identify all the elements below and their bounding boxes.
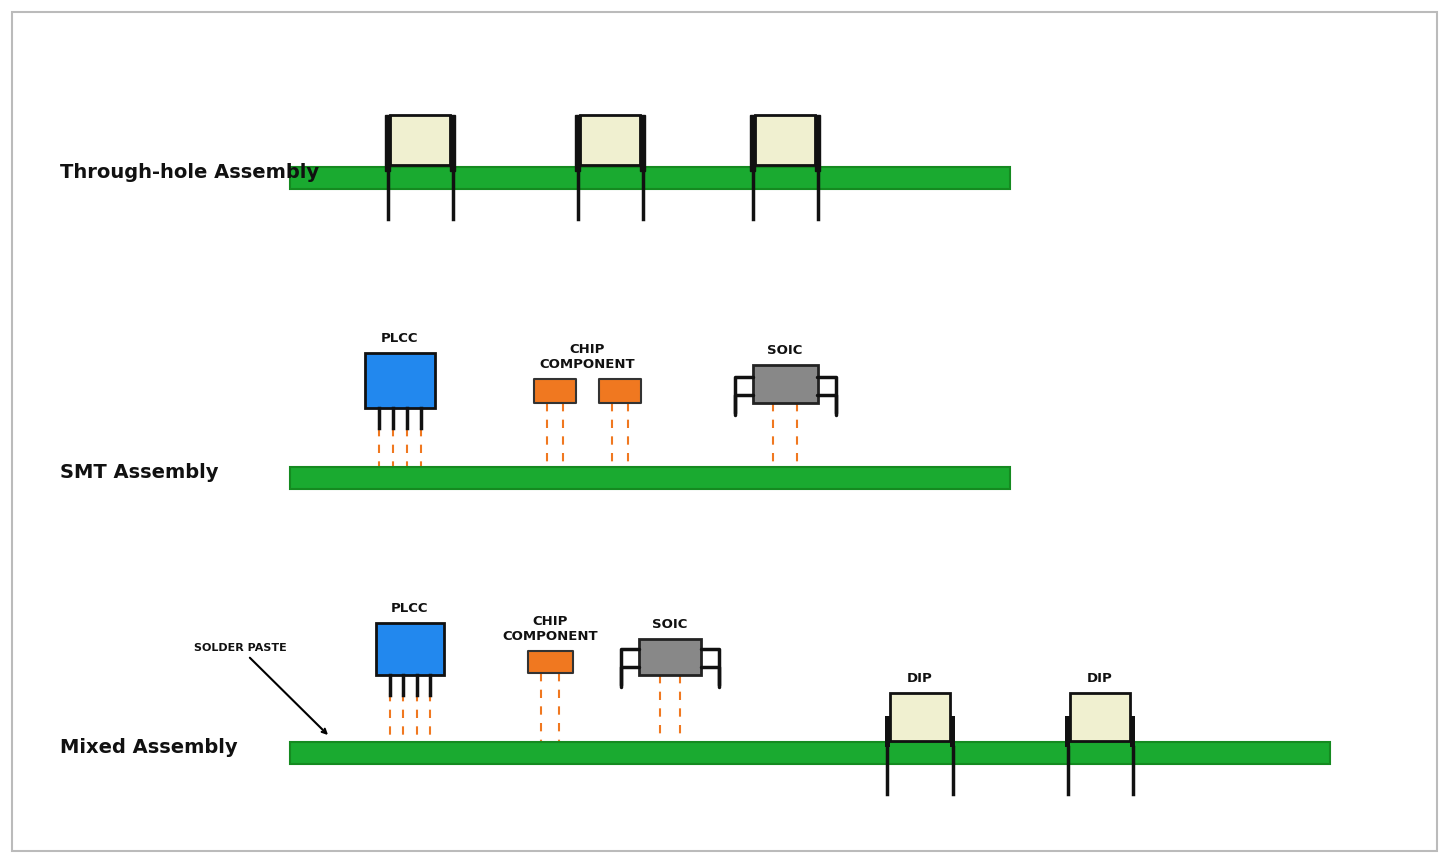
Bar [390,115,451,165]
Text: PLCC: PLCC [391,602,429,615]
Bar [527,651,572,673]
Bar [598,379,640,403]
Bar [951,715,955,747]
Text: SOIC: SOIC [652,618,688,631]
Bar [885,715,890,747]
Bar [290,467,1010,489]
Text: CHIP
COMPONENT: CHIP COMPONENT [503,615,598,643]
Bar [755,115,814,165]
Bar [752,365,817,403]
Bar [1065,715,1069,747]
Bar [1069,693,1130,741]
Bar [575,115,580,171]
Text: PLCC: PLCC [381,332,419,345]
Bar [751,115,755,171]
Bar [814,115,820,171]
Bar [365,353,435,408]
Bar [451,115,455,171]
Text: SMT Assembly: SMT Assembly [59,463,219,482]
Bar [640,115,645,171]
Text: CHIP
COMPONENT: CHIP COMPONENT [539,343,635,371]
Bar [580,115,640,165]
Text: DIP: DIP [1087,672,1113,685]
Text: Through-hole Assembly: Through-hole Assembly [59,162,319,181]
Text: SOLDER PASTE: SOLDER PASTE [194,643,326,734]
Bar [290,742,1330,764]
Bar [639,639,701,675]
Text: SOIC: SOIC [768,344,803,357]
Bar [890,693,951,741]
Bar [375,623,443,675]
Bar [535,379,577,403]
Bar [290,167,1010,189]
Text: Mixed Assembly: Mixed Assembly [59,738,238,757]
Text: DIP: DIP [907,672,933,685]
Bar [1130,715,1135,747]
Bar [385,115,390,171]
